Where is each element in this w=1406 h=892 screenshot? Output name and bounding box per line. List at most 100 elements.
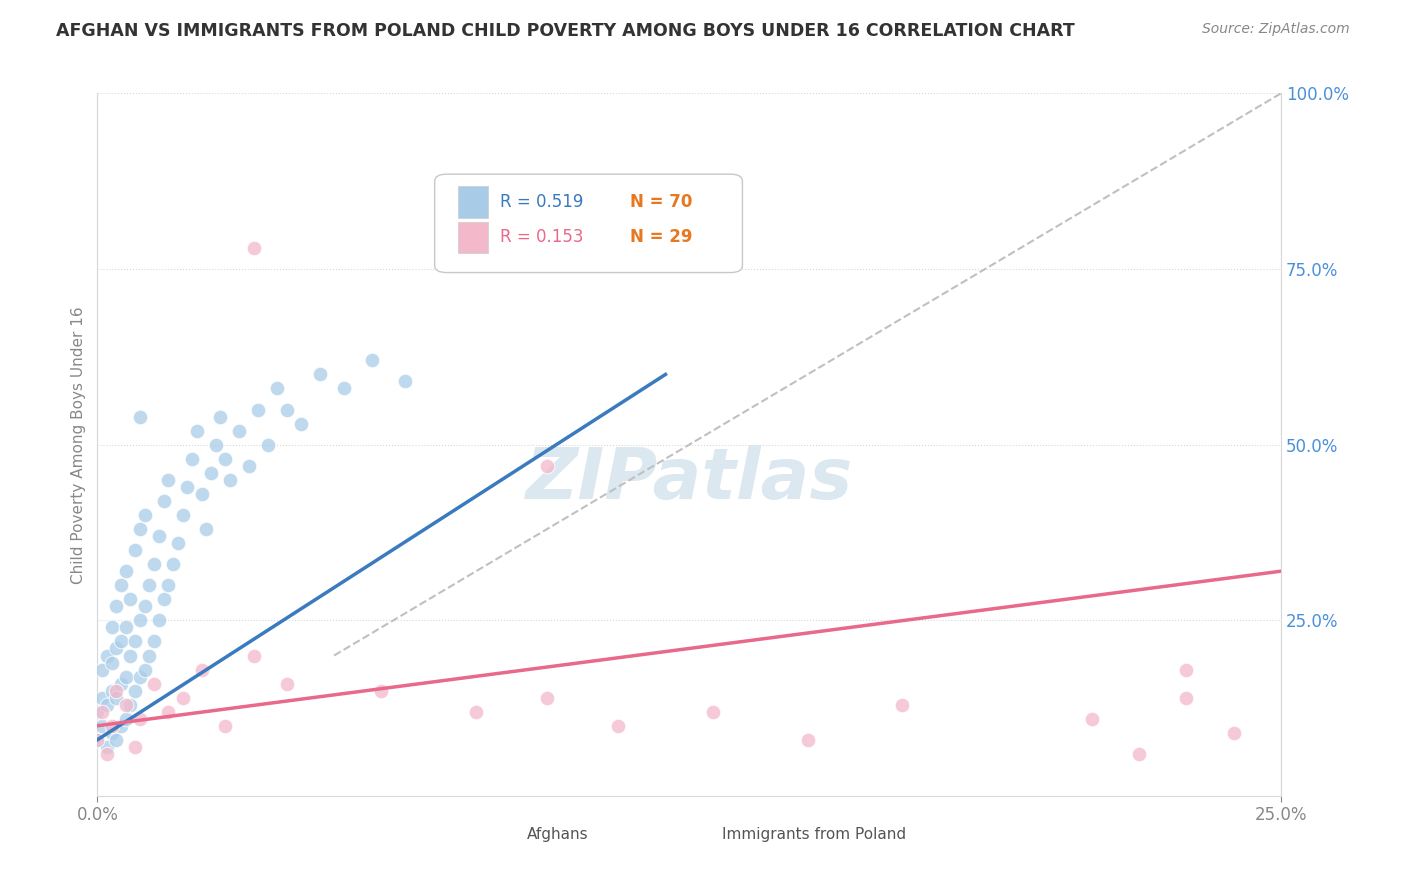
Point: [361, 353, 384, 368]
Point: [190, 663, 212, 677]
Point: [91, 690, 114, 705]
Point: [195, 522, 218, 536]
Text: N = 70: N = 70: [630, 194, 692, 211]
Point: [91, 663, 114, 677]
Point: [181, 451, 204, 466]
Text: R = 0.519: R = 0.519: [499, 194, 583, 211]
Point: [157, 578, 180, 592]
Point: [105, 641, 128, 656]
Point: [114, 620, 136, 634]
Point: [105, 599, 128, 614]
Point: [110, 578, 132, 592]
Point: [120, 648, 142, 663]
Point: [143, 634, 166, 648]
Point: [1175, 690, 1198, 705]
Point: [124, 543, 146, 558]
Point: [143, 676, 166, 690]
Point: [796, 732, 818, 747]
Point: [105, 690, 128, 705]
Point: [309, 368, 332, 382]
Point: [134, 663, 156, 677]
Point: [129, 613, 152, 627]
Point: [114, 712, 136, 726]
Point: [134, 508, 156, 522]
Point: [1175, 663, 1198, 677]
Point: [100, 719, 122, 733]
Point: [124, 634, 146, 648]
Point: [228, 424, 250, 438]
Point: [114, 564, 136, 578]
Point: [214, 719, 236, 733]
Point: [152, 592, 174, 607]
Point: [247, 402, 270, 417]
Point: [152, 494, 174, 508]
Point: [124, 739, 146, 754]
Point: [148, 529, 170, 543]
Bar: [458, 186, 488, 218]
Point: [891, 698, 914, 712]
Point: [110, 676, 132, 690]
Point: [100, 726, 122, 740]
Point: [86, 705, 108, 719]
Point: [129, 712, 152, 726]
Text: Immigrants from Poland: Immigrants from Poland: [723, 827, 907, 842]
Point: [242, 648, 264, 663]
Point: [100, 683, 122, 698]
Point: [370, 683, 392, 698]
Point: [157, 705, 180, 719]
Point: [166, 536, 188, 550]
Point: [91, 705, 114, 719]
Point: [242, 241, 264, 255]
Point: [96, 739, 118, 754]
Point: [120, 698, 142, 712]
Point: [536, 690, 558, 705]
Point: [129, 670, 152, 684]
Point: [148, 613, 170, 627]
Point: [200, 466, 222, 480]
Point: [86, 732, 108, 747]
Point: [219, 473, 242, 487]
Bar: [689, 822, 716, 847]
Point: [114, 698, 136, 712]
Bar: [458, 221, 488, 253]
Point: [256, 438, 278, 452]
Point: [157, 473, 180, 487]
Bar: [494, 822, 520, 847]
Point: [172, 508, 194, 522]
Point: [332, 382, 354, 396]
Point: [100, 656, 122, 670]
Point: [607, 719, 630, 733]
Point: [138, 578, 160, 592]
Point: [465, 705, 488, 719]
Point: [536, 458, 558, 473]
Point: [105, 683, 128, 698]
Point: [114, 670, 136, 684]
Point: [138, 648, 160, 663]
Point: [276, 402, 298, 417]
FancyBboxPatch shape: [434, 174, 742, 273]
Point: [129, 522, 152, 536]
Point: [1128, 747, 1150, 761]
Text: Source: ZipAtlas.com: Source: ZipAtlas.com: [1202, 22, 1350, 37]
Point: [394, 375, 416, 389]
Text: AFGHAN VS IMMIGRANTS FROM POLAND CHILD POVERTY AMONG BOYS UNDER 16 CORRELATION C: AFGHAN VS IMMIGRANTS FROM POLAND CHILD P…: [56, 22, 1076, 40]
Point: [96, 747, 118, 761]
Point: [143, 557, 166, 571]
Point: [86, 732, 108, 747]
Point: [702, 705, 724, 719]
Text: R = 0.153: R = 0.153: [499, 228, 583, 246]
Point: [100, 620, 122, 634]
Point: [120, 592, 142, 607]
Point: [276, 676, 298, 690]
Text: Afghans: Afghans: [527, 827, 589, 842]
Y-axis label: Child Poverty Among Boys Under 16: Child Poverty Among Boys Under 16: [72, 306, 86, 583]
Point: [204, 438, 226, 452]
Point: [96, 698, 118, 712]
Point: [124, 683, 146, 698]
Point: [110, 719, 132, 733]
Point: [266, 382, 288, 396]
Text: ZIPatlas: ZIPatlas: [526, 445, 853, 515]
Point: [162, 557, 184, 571]
Point: [238, 458, 260, 473]
Point: [1222, 726, 1244, 740]
